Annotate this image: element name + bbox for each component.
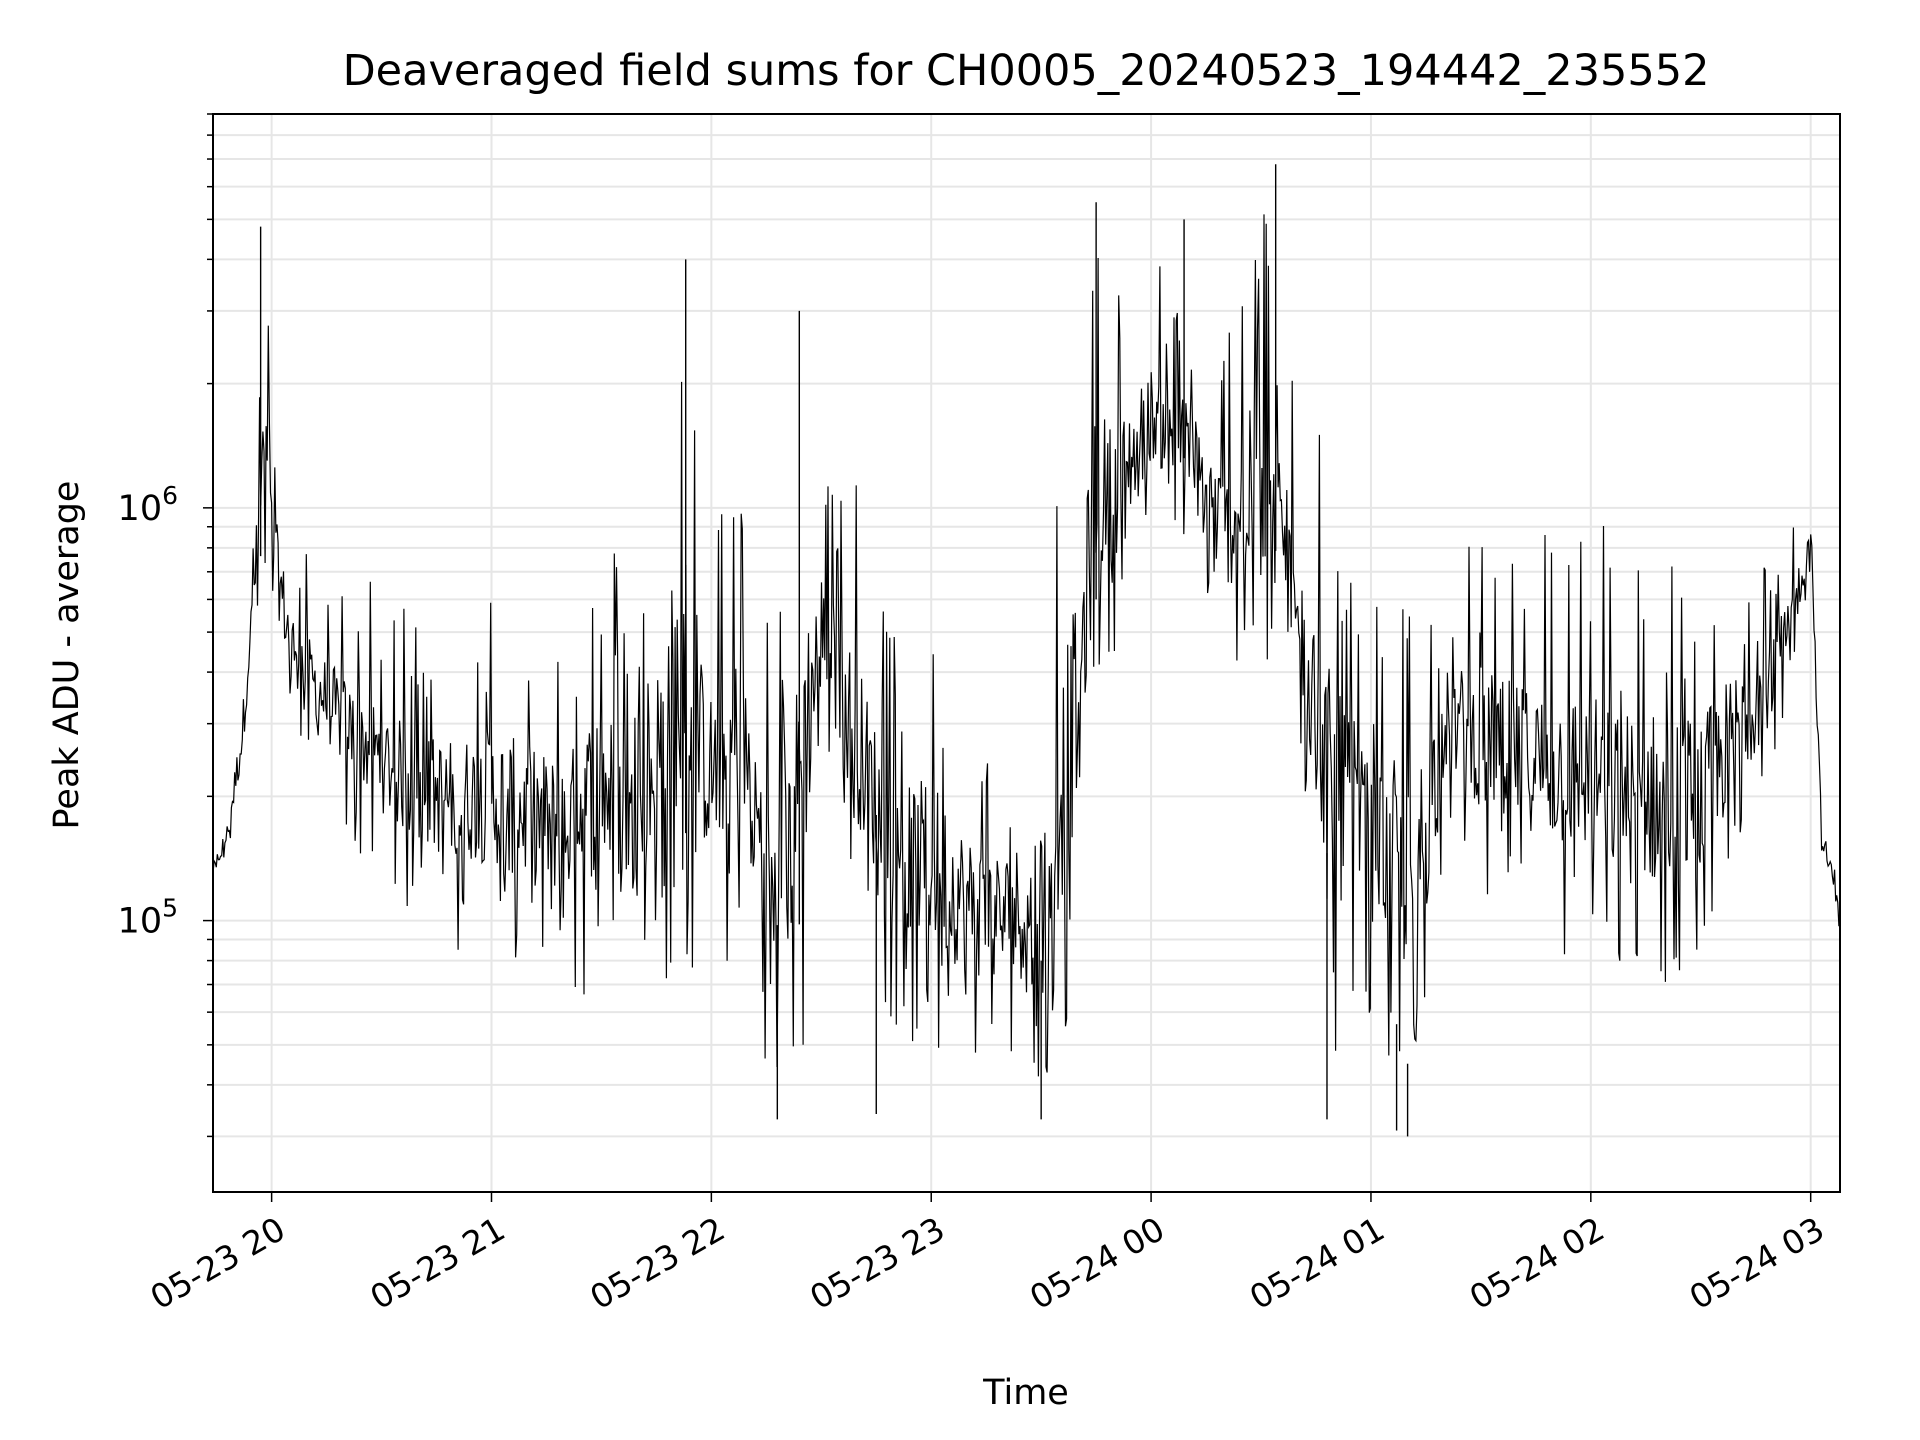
y-tick-label: 106 <box>118 481 178 529</box>
series-line <box>212 214 1841 1077</box>
y-axis: 105 106 <box>118 113 213 1138</box>
y-axis-label: Peak ADU - average <box>47 481 87 830</box>
plot-area <box>212 164 1841 1137</box>
plot-frame <box>212 113 1841 1193</box>
y-tick-label: 105 <box>118 894 178 942</box>
chart-title: Deaveraged field sums for CH0005_2024052… <box>343 46 1710 96</box>
x-axis-label: Time <box>982 1373 1069 1413</box>
